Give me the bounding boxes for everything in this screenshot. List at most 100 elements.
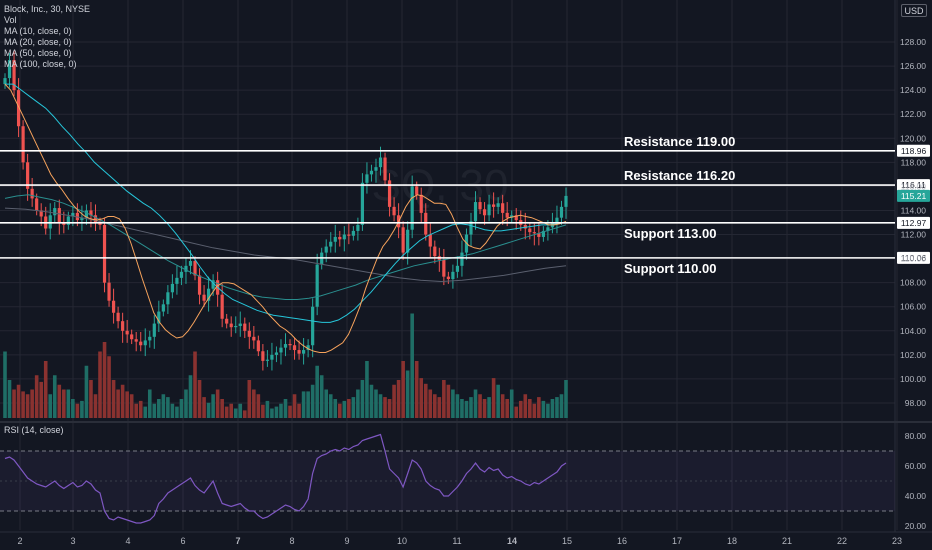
volume-bar: [487, 397, 491, 418]
candle: [256, 335, 260, 357]
indicator-vol[interactable]: Vol: [4, 15, 17, 25]
candle: [424, 203, 428, 241]
candle-body: [311, 306, 315, 346]
candle-body: [152, 323, 156, 337]
candle-body: [392, 206, 396, 216]
rsi-indicator-label[interactable]: RSI (14, close): [4, 425, 64, 435]
candle-body: [89, 210, 93, 216]
candle-body: [84, 210, 89, 218]
indicator-ma100[interactable]: MA (100, close, 0): [4, 59, 77, 69]
volume-bar: [48, 394, 53, 418]
volume-bar: [161, 394, 166, 418]
volume-bar: [383, 397, 387, 418]
price-tick-label: 126.00: [900, 61, 926, 71]
volume-bar: [129, 394, 134, 418]
candle-body: [66, 216, 70, 225]
price-tick-label: 124.00: [900, 85, 926, 95]
volume-bar: [564, 380, 568, 418]
candle: [365, 162, 369, 194]
volume-bar: [25, 394, 30, 418]
candle-body: [401, 227, 405, 253]
volume-bar: [437, 397, 442, 418]
price-tick-label: 104.00: [900, 326, 926, 336]
rsi-tick-label: 40.00: [905, 491, 927, 501]
volume-bar: [333, 399, 338, 418]
candle-body: [442, 259, 446, 277]
candle-body: [374, 167, 378, 171]
candle-body: [184, 265, 188, 272]
indicator-ma20[interactable]: MA (20, close, 0): [4, 37, 72, 47]
candle: [148, 330, 152, 348]
candle: [279, 339, 283, 365]
volume-bar: [12, 389, 16, 418]
candle-body: [270, 354, 274, 360]
candle: [107, 273, 111, 307]
candle-body: [7, 60, 12, 79]
candle-body: [247, 330, 251, 337]
candle-body: [424, 212, 428, 235]
volume-bar: [152, 403, 157, 418]
volume-bar: [378, 394, 383, 418]
volume-bar: [347, 399, 351, 418]
indicator-ma50[interactable]: MA (50, close, 0): [4, 48, 72, 58]
price-tick-label: 112.00: [901, 230, 927, 240]
rsi-pane: 80.00 60.00 40.00 20.00: [0, 431, 926, 531]
volume-bar: [451, 389, 455, 418]
candle-body: [288, 344, 292, 346]
candle-body: [234, 325, 238, 328]
candle: [188, 250, 193, 275]
volume-bar: [509, 389, 514, 418]
volume-bar: [102, 342, 107, 418]
volume-bar: [184, 389, 188, 418]
time-axis[interactable]: 2 3 4 6 7 8 9 10 11 14 15 16 17 18 21 22 23: [17, 536, 902, 546]
candle: [446, 271, 450, 284]
volume-bar: [442, 380, 446, 418]
candle: [111, 288, 116, 324]
candle: [121, 312, 125, 343]
symbol-title[interactable]: Block, Inc., 30, NYSE: [4, 4, 91, 14]
candle: [301, 338, 306, 365]
rsi-line: [4, 433, 567, 524]
price-tick-label: 128.00: [900, 37, 926, 47]
candle: [30, 177, 34, 207]
candle: [487, 194, 491, 222]
candle: [270, 342, 274, 371]
indicator-ma10[interactable]: MA (10, close, 0): [4, 26, 72, 36]
candle-body: [419, 194, 423, 213]
candle-body: [451, 271, 455, 280]
candle: [139, 332, 143, 352]
candle-body: [157, 311, 161, 324]
candle-body: [473, 202, 478, 222]
candle-body: [80, 217, 84, 221]
volume-bar: [342, 400, 347, 418]
time-tick-label: 21: [782, 536, 792, 546]
candle: [478, 197, 482, 215]
time-tick-label: 16: [617, 536, 627, 546]
volume-bar: [387, 399, 392, 418]
volume-bar: [546, 403, 550, 418]
candle-body: [369, 170, 374, 175]
candle: [157, 300, 161, 333]
volume-bar: [138, 400, 143, 418]
candle-body: [469, 221, 473, 235]
candle: [496, 197, 500, 215]
candle: [333, 224, 337, 253]
volume-bar: [405, 370, 410, 418]
candle-body: [514, 215, 518, 221]
time-tick-label: 22: [837, 536, 847, 546]
volume-bar: [30, 389, 34, 418]
candle: [555, 205, 559, 234]
candle: [559, 200, 564, 225]
candle-body: [274, 352, 279, 355]
volume-bar: [265, 400, 270, 418]
candle-body: [220, 294, 224, 319]
time-tick-label: 3: [70, 536, 75, 546]
currency-badge[interactable]: USD: [901, 4, 927, 17]
candle-body: [564, 195, 568, 207]
level-price-tag: [897, 216, 930, 229]
price-axis[interactable]: 128.00 126.00 124.00 122.00 120.00 118.00 116.…: [900, 37, 926, 408]
candle: [501, 194, 505, 225]
support-resistance-levels[interactable]: Resistance 119.00 118.96 Resistance 116.20…: [0, 134, 930, 276]
price-tick-label: 100.00: [900, 374, 926, 384]
